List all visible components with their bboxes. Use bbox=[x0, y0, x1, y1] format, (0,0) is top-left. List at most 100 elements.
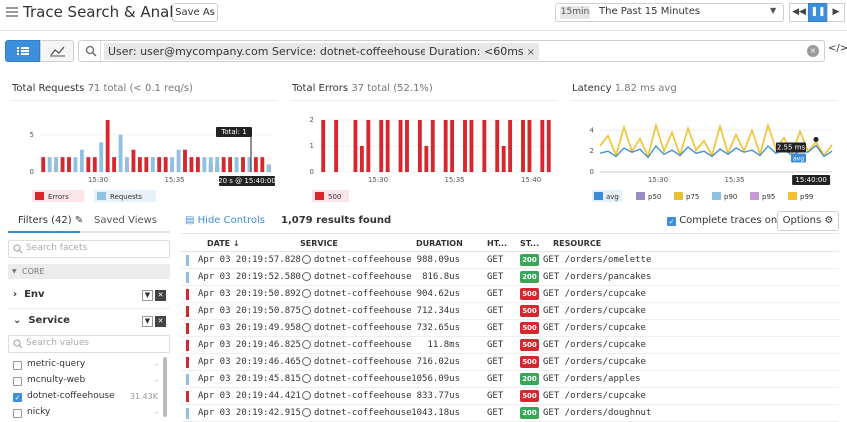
close-icon[interactable]: ✕ bbox=[155, 316, 166, 327]
tab-filters[interactable]: Filters (42) ✎ bbox=[18, 215, 83, 226]
x-tick-label: 15:40 bbox=[521, 176, 541, 184]
table-row[interactable]: Apr 03 20:19:42.915 dotnet-coffeehouse 104… bbox=[181, 405, 839, 422]
legend-label: p90 bbox=[724, 193, 737, 201]
rewind-button[interactable]: ◀◀ bbox=[789, 3, 809, 22]
facet-value-item[interactable]: metric-query - bbox=[13, 359, 158, 373]
globe-icon bbox=[302, 272, 311, 281]
forward-button[interactable]: ▶ bbox=[827, 3, 845, 22]
remove-icon[interactable]: × bbox=[526, 47, 536, 58]
cell-service: dotnet-coffeehouse bbox=[314, 306, 412, 316]
menu-icon[interactable] bbox=[6, 7, 18, 19]
legend-swatch bbox=[674, 192, 683, 200]
checkbox[interactable]: ✓ bbox=[667, 217, 676, 226]
col-http-method[interactable]: HT... bbox=[487, 239, 508, 248]
status-badge: 200 bbox=[520, 254, 539, 266]
facet-value-label: mcnulty-web bbox=[27, 375, 86, 385]
status-indicator bbox=[186, 357, 189, 368]
table-row[interactable]: Apr 03 20:19:57.828 dotnet-coffeehouse 988… bbox=[181, 252, 839, 269]
bar bbox=[195, 157, 200, 172]
pencil-icon[interactable]: ✎ bbox=[74, 215, 84, 226]
facet-value-item[interactable]: nicky - bbox=[13, 407, 158, 421]
cell-duration: 988.09us bbox=[416, 255, 460, 265]
save-as-button[interactable]: Save As bbox=[172, 3, 218, 22]
table-row[interactable]: Apr 03 20:19:46.825 dotnet-coffeehouse 11.… bbox=[181, 337, 839, 354]
cell-date: Apr 03 20:19:46.825 bbox=[198, 340, 301, 350]
bar bbox=[463, 120, 467, 172]
hide-controls-button[interactable]: ▤ Hide Controls bbox=[185, 215, 265, 226]
filter-pill-service[interactable]: Service: dotnet-coffeehouse× bbox=[268, 43, 443, 60]
facet-env[interactable]: › Env bbox=[13, 289, 45, 300]
bar bbox=[260, 157, 265, 172]
tab-saved-views[interactable]: Saved Views bbox=[94, 215, 158, 226]
cell-duration: 1056.09us bbox=[411, 374, 460, 384]
table-row[interactable]: Apr 03 20:19:50.892 dotnet-coffeehouse 904… bbox=[181, 286, 839, 303]
col-date[interactable]: DATE ↓ bbox=[207, 239, 240, 248]
col-duration[interactable]: DURATION bbox=[416, 239, 463, 248]
filter-icon[interactable]: ▼ bbox=[142, 290, 153, 301]
table-row[interactable]: Apr 03 20:19:52.580 dotnet-coffeehouse 816… bbox=[181, 269, 839, 286]
pause-button[interactable]: ❚❚ bbox=[808, 3, 828, 22]
cell-service: dotnet-coffeehouse bbox=[314, 272, 412, 282]
cell-service: dotnet-coffeehouse bbox=[314, 255, 412, 265]
table-row[interactable]: Apr 03 20:19:50.875 dotnet-coffeehouse 712… bbox=[181, 303, 839, 320]
bar bbox=[334, 120, 339, 172]
x-tick-label: 15:30 bbox=[88, 176, 108, 184]
panel-border bbox=[10, 100, 278, 101]
complete-traces-toggle[interactable]: ✓ Complete traces only bbox=[667, 215, 786, 226]
facet-values-search-input[interactable]: Search values bbox=[8, 335, 170, 353]
bar bbox=[521, 120, 525, 172]
table-row[interactable]: Apr 03 20:19:49.958 dotnet-coffeehouse 732… bbox=[181, 320, 839, 337]
status-badge: 500 bbox=[520, 322, 539, 334]
bar bbox=[266, 164, 271, 172]
filter-pill-user[interactable]: User: user@mycompany.com× bbox=[104, 43, 284, 60]
legend-label: 500 bbox=[328, 193, 341, 201]
cell-method: GET bbox=[487, 289, 504, 299]
bar bbox=[144, 157, 149, 172]
filter-pill-duration[interactable]: Duration: <60ms × bbox=[425, 43, 540, 60]
x-tick-label: 15:35 bbox=[164, 176, 184, 184]
table-row[interactable]: Apr 03 20:19:44.421 dotnet-coffeehouse 833… bbox=[181, 388, 839, 405]
latency-chart: 0 2 4 2.55 ms avg 15:30 15:35 15:40:00 avg p50 p75… bbox=[590, 122, 833, 202]
legend-label: p99 bbox=[800, 193, 813, 201]
bar bbox=[417, 120, 422, 172]
cell-method: GET bbox=[487, 391, 504, 401]
checkbox[interactable] bbox=[13, 377, 22, 386]
cell-duration: 904.62us bbox=[416, 289, 460, 299]
options-button[interactable]: Options ⚙ bbox=[777, 211, 839, 231]
table-row[interactable]: Apr 03 20:19:46.465 dotnet-coffeehouse 716… bbox=[181, 354, 839, 371]
list-view-button[interactable] bbox=[5, 40, 40, 62]
facet-service[interactable]: ⌄ Service bbox=[13, 315, 70, 326]
time-range-picker[interactable]: 15min The Past 15 Minutes ▼ bbox=[555, 3, 784, 22]
core-section-header[interactable]: ▼ CORE bbox=[8, 264, 170, 279]
legend-label: Errors bbox=[48, 193, 69, 201]
complete-traces-label: Complete traces only bbox=[679, 215, 786, 226]
checkbox[interactable]: ✓ bbox=[13, 393, 22, 402]
table-row[interactable]: Apr 03 20:19:45.815 dotnet-coffeehouse 105… bbox=[181, 371, 839, 388]
bar bbox=[47, 157, 52, 172]
facet-value-label: dotnet-coffeehouse bbox=[27, 391, 115, 401]
code-icon[interactable]: </> bbox=[828, 43, 847, 54]
filter-icon[interactable]: ▼ bbox=[142, 316, 153, 327]
y-tick-label: 0 bbox=[590, 168, 594, 176]
cell-date: Apr 03 20:19:57.828 bbox=[198, 255, 301, 265]
results-count: 1,079 results found bbox=[281, 215, 392, 226]
cell-resource: GET /orders/cupcake bbox=[543, 391, 646, 401]
col-status[interactable]: ST... bbox=[520, 239, 540, 248]
col-service[interactable]: SERVICE bbox=[300, 239, 338, 248]
bar bbox=[112, 157, 117, 172]
checkbox[interactable] bbox=[13, 409, 22, 418]
chart-view-button[interactable] bbox=[40, 40, 74, 62]
facet-search-input[interactable]: Search facets bbox=[8, 240, 170, 258]
tooltip-series-bg bbox=[791, 153, 806, 163]
close-icon[interactable]: ✕ bbox=[155, 290, 166, 301]
search-bar[interactable]: User: user@mycompany.com× Service: dotne… bbox=[78, 40, 825, 62]
facet-value-item[interactable]: ✓ dotnet-coffeehouse 31.43K bbox=[13, 391, 158, 405]
checkbox[interactable] bbox=[13, 361, 22, 370]
clear-search-icon[interactable]: × bbox=[807, 45, 819, 57]
bar bbox=[125, 157, 129, 172]
panel-border bbox=[570, 100, 838, 101]
bar bbox=[228, 157, 233, 172]
facet-value-item[interactable]: mcnulty-web - bbox=[13, 375, 158, 389]
col-resource[interactable]: RESOURCE bbox=[553, 239, 602, 248]
scrollbar[interactable] bbox=[163, 357, 167, 417]
